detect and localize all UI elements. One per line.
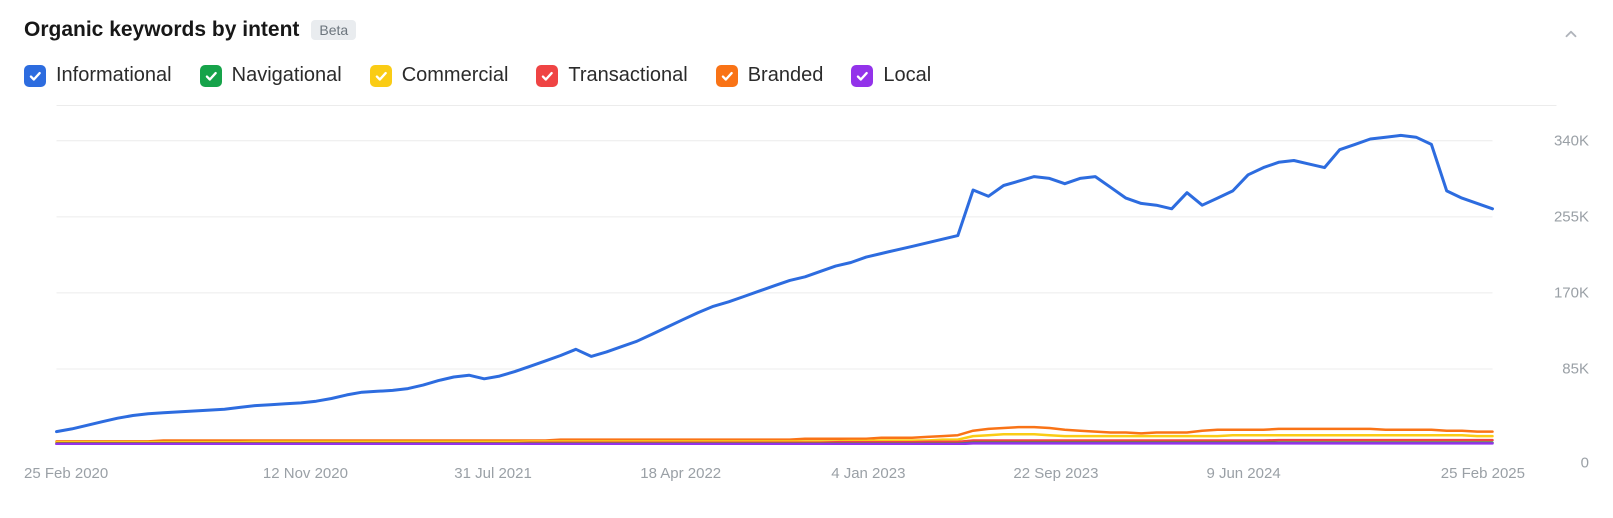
local-label: Local — [883, 64, 931, 87]
x-tick-label: 25 Feb 2020 — [24, 465, 212, 482]
transactional-label: Transactional — [568, 64, 687, 87]
collapse-button[interactable] — [1559, 22, 1583, 46]
card-header: Organic keywords by intent Beta — [24, 18, 1589, 42]
organic-keywords-by-intent-card: Organic keywords by intent Beta Informat… — [0, 0, 1613, 518]
y-tick-label: 85K — [1562, 360, 1589, 377]
branded-checkbox[interactable] — [716, 65, 738, 87]
commercial-label: Commercial — [402, 64, 509, 87]
legend-item-navigational[interactable]: Navigational — [200, 64, 342, 87]
check-icon — [28, 69, 42, 83]
x-tick-label: 4 Jan 2023 — [775, 465, 963, 482]
transactional-checkbox[interactable] — [536, 65, 558, 87]
x-tick-label: 9 Jun 2024 — [1150, 465, 1338, 482]
legend-item-local[interactable]: Local — [851, 64, 931, 87]
x-tick-label: 22 Sep 2023 — [962, 465, 1150, 482]
informational-label: Informational — [56, 64, 172, 87]
beta-badge: Beta — [311, 20, 356, 40]
local-checkbox[interactable] — [851, 65, 873, 87]
x-tick-label: 18 Apr 2022 — [587, 465, 775, 482]
informational-checkbox[interactable] — [24, 65, 46, 87]
check-icon — [855, 69, 869, 83]
navigational-label: Navigational — [232, 64, 342, 87]
y-tick-label: 340K — [1554, 132, 1589, 149]
x-tick-label: 12 Nov 2020 — [212, 465, 400, 482]
check-icon — [540, 69, 554, 83]
legend: Informational Navigational Commercial Trans… — [24, 64, 1589, 87]
chevron-up-icon — [1562, 25, 1580, 43]
series-local[interactable] — [57, 443, 1493, 444]
line-chart[interactable] — [24, 105, 1589, 445]
legend-item-transactional[interactable]: Transactional — [536, 64, 687, 87]
commercial-checkbox[interactable] — [370, 65, 392, 87]
legend-item-informational[interactable]: Informational — [24, 64, 172, 87]
check-icon — [374, 69, 388, 83]
x-tick-label: 25 Feb 2025 — [1337, 465, 1525, 482]
card-title: Organic keywords by intent — [24, 18, 299, 42]
y-tick-label: 0 — [1581, 455, 1589, 472]
check-icon — [720, 69, 734, 83]
navigational-checkbox[interactable] — [200, 65, 222, 87]
check-icon — [204, 69, 218, 83]
y-tick-label: 170K — [1554, 284, 1589, 301]
legend-item-commercial[interactable]: Commercial — [370, 64, 509, 87]
legend-item-branded[interactable]: Branded — [716, 64, 824, 87]
branded-label: Branded — [748, 64, 824, 87]
y-tick-label: 255K — [1554, 208, 1589, 225]
chart-area: 85K170K255K340K0 — [24, 105, 1589, 465]
x-tick-label: 31 Jul 2021 — [399, 465, 587, 482]
series-informational[interactable] — [57, 135, 1493, 431]
x-axis-labels: 25 Feb 202012 Nov 202031 Jul 202118 Apr … — [24, 465, 1589, 482]
